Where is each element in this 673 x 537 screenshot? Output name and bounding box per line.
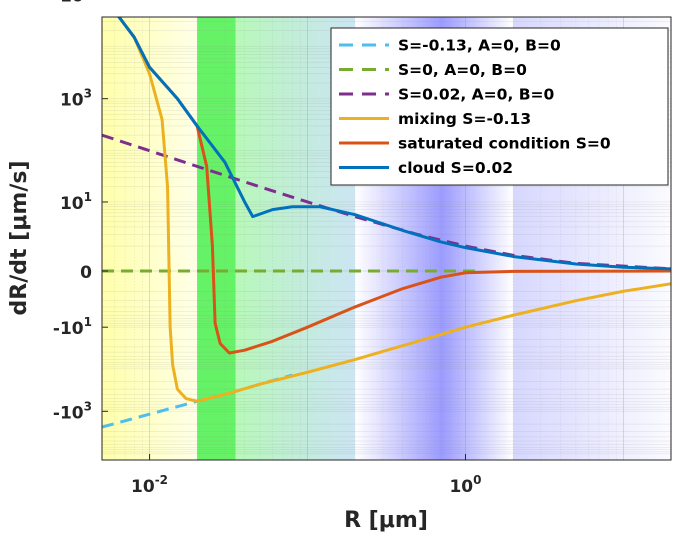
y-tick-label-2-exp: 1 bbox=[84, 190, 92, 204]
y-tick-label-1-base: 10 bbox=[60, 91, 84, 111]
y-tick-label-3-base: 0 bbox=[80, 263, 92, 283]
axis-ticks: 10-21001051031010-101-103 bbox=[53, 0, 482, 497]
y-tick-label-5-exp: 3 bbox=[84, 399, 92, 413]
y-tick-label-4: -101 bbox=[53, 315, 92, 339]
x-tick-label-0: 10-2 bbox=[131, 473, 168, 497]
y-tick-label-0-base: 10 bbox=[60, 0, 84, 6]
legend: S=-0.13, A=0, B=0 S=0, A=0, B=0 S=0.02, A=… bbox=[330, 27, 669, 186]
y-tick-label-2: 101 bbox=[60, 190, 92, 214]
band-yellow bbox=[102, 17, 198, 460]
x-tick-label-1-exp: 0 bbox=[473, 473, 481, 487]
legend-label-2: S=0.02, A=0, B=0 bbox=[398, 86, 555, 104]
y-tick-label-3: 0 bbox=[80, 263, 92, 283]
y-tick-label-1-exp: 3 bbox=[84, 87, 92, 101]
x-tick-label-1-base: 10 bbox=[449, 477, 473, 497]
y-tick-label-2-base: 10 bbox=[60, 194, 84, 214]
plot-frame bbox=[101, 16, 672, 461]
series-line-5 bbox=[117, 17, 671, 271]
series-lines bbox=[102, 17, 671, 429]
y-tick-label-5: -103 bbox=[53, 399, 92, 423]
legend-box bbox=[330, 27, 669, 186]
x-tick-label-0-base: 10 bbox=[131, 477, 155, 497]
y-tick-label-5-base: -10 bbox=[53, 403, 84, 423]
x-axis-label: R [μm] bbox=[344, 508, 428, 533]
y-axis-label: dR/dt [μm/s] bbox=[7, 161, 32, 316]
legend-label-1: S=0, A=0, B=0 bbox=[398, 61, 527, 79]
series-line-3 bbox=[117, 17, 671, 403]
legend-label-3: mixing S=-0.13 bbox=[398, 110, 531, 128]
legend-label-0: S=-0.13, A=0, B=0 bbox=[398, 37, 561, 55]
y-tick-label-0: 105 bbox=[60, 0, 92, 6]
y-tick-label-1: 103 bbox=[60, 87, 92, 111]
x-tick-label-0-exp: -2 bbox=[155, 473, 168, 487]
legend-label-5: cloud S=0.02 bbox=[398, 159, 513, 177]
legend-label-4: saturated condition S=0 bbox=[398, 135, 611, 153]
y-tick-label-4-base: -10 bbox=[53, 319, 84, 339]
band-green bbox=[197, 17, 236, 460]
y-tick-label-4-exp: 1 bbox=[84, 315, 92, 329]
x-tick-label-1: 100 bbox=[449, 473, 481, 497]
